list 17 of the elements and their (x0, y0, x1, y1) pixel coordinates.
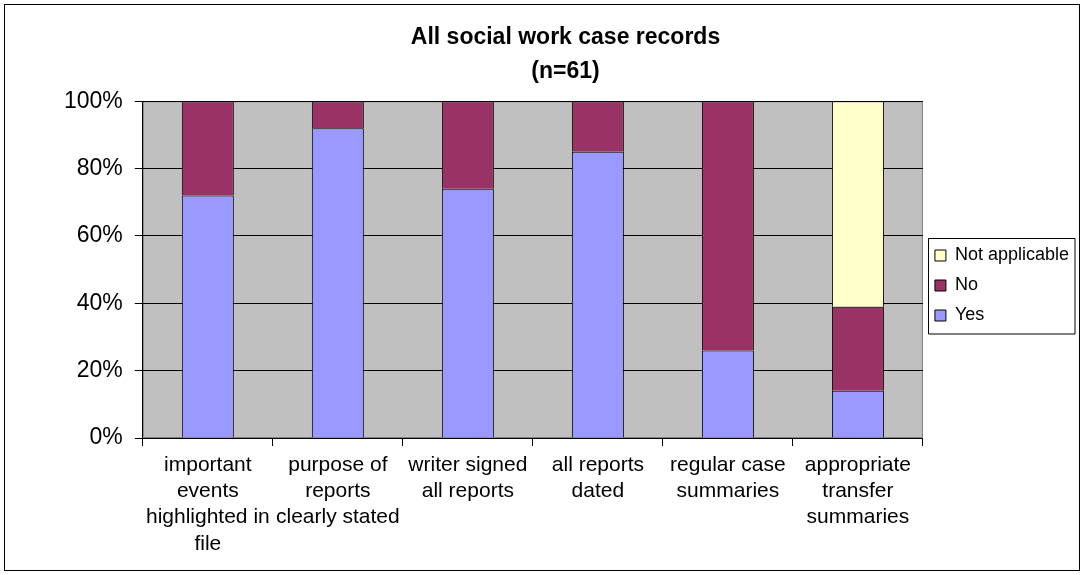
y-tick-label: 40% (76, 288, 123, 315)
legend-label: Yes (954, 304, 985, 325)
y-tick-label: 80% (76, 153, 123, 180)
x-tick-label: purpose of reports clearly stated (275, 451, 400, 528)
y-tick-label: 60% (76, 221, 123, 248)
y-tick-label: 0% (89, 423, 123, 450)
chart-title: All social work case records (410, 23, 721, 50)
chart-subtitle: (n=61) (531, 56, 600, 83)
legend-label: No (954, 274, 978, 295)
x-tick-label: important events highlighted in file (145, 451, 270, 554)
legend-label: Not applicable (954, 244, 1069, 265)
y-tick-label: 100% (64, 86, 123, 113)
y-tick-label: 20% (76, 355, 123, 382)
x-tick-label: regular case summaries (670, 451, 786, 502)
x-tick-label: writer signed all reports (407, 451, 528, 502)
x-tick-label: all reports dated (551, 451, 644, 502)
x-tick-label: appropriate transfer summaries (804, 451, 912, 528)
